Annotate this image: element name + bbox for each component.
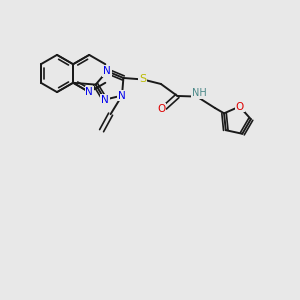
Text: N: N — [118, 91, 126, 100]
Text: N: N — [103, 66, 111, 76]
Text: N: N — [101, 95, 109, 105]
Text: S: S — [139, 74, 146, 85]
Text: O: O — [236, 101, 244, 112]
Text: O: O — [157, 104, 165, 114]
Text: N: N — [85, 87, 93, 97]
Text: NH: NH — [192, 88, 207, 98]
